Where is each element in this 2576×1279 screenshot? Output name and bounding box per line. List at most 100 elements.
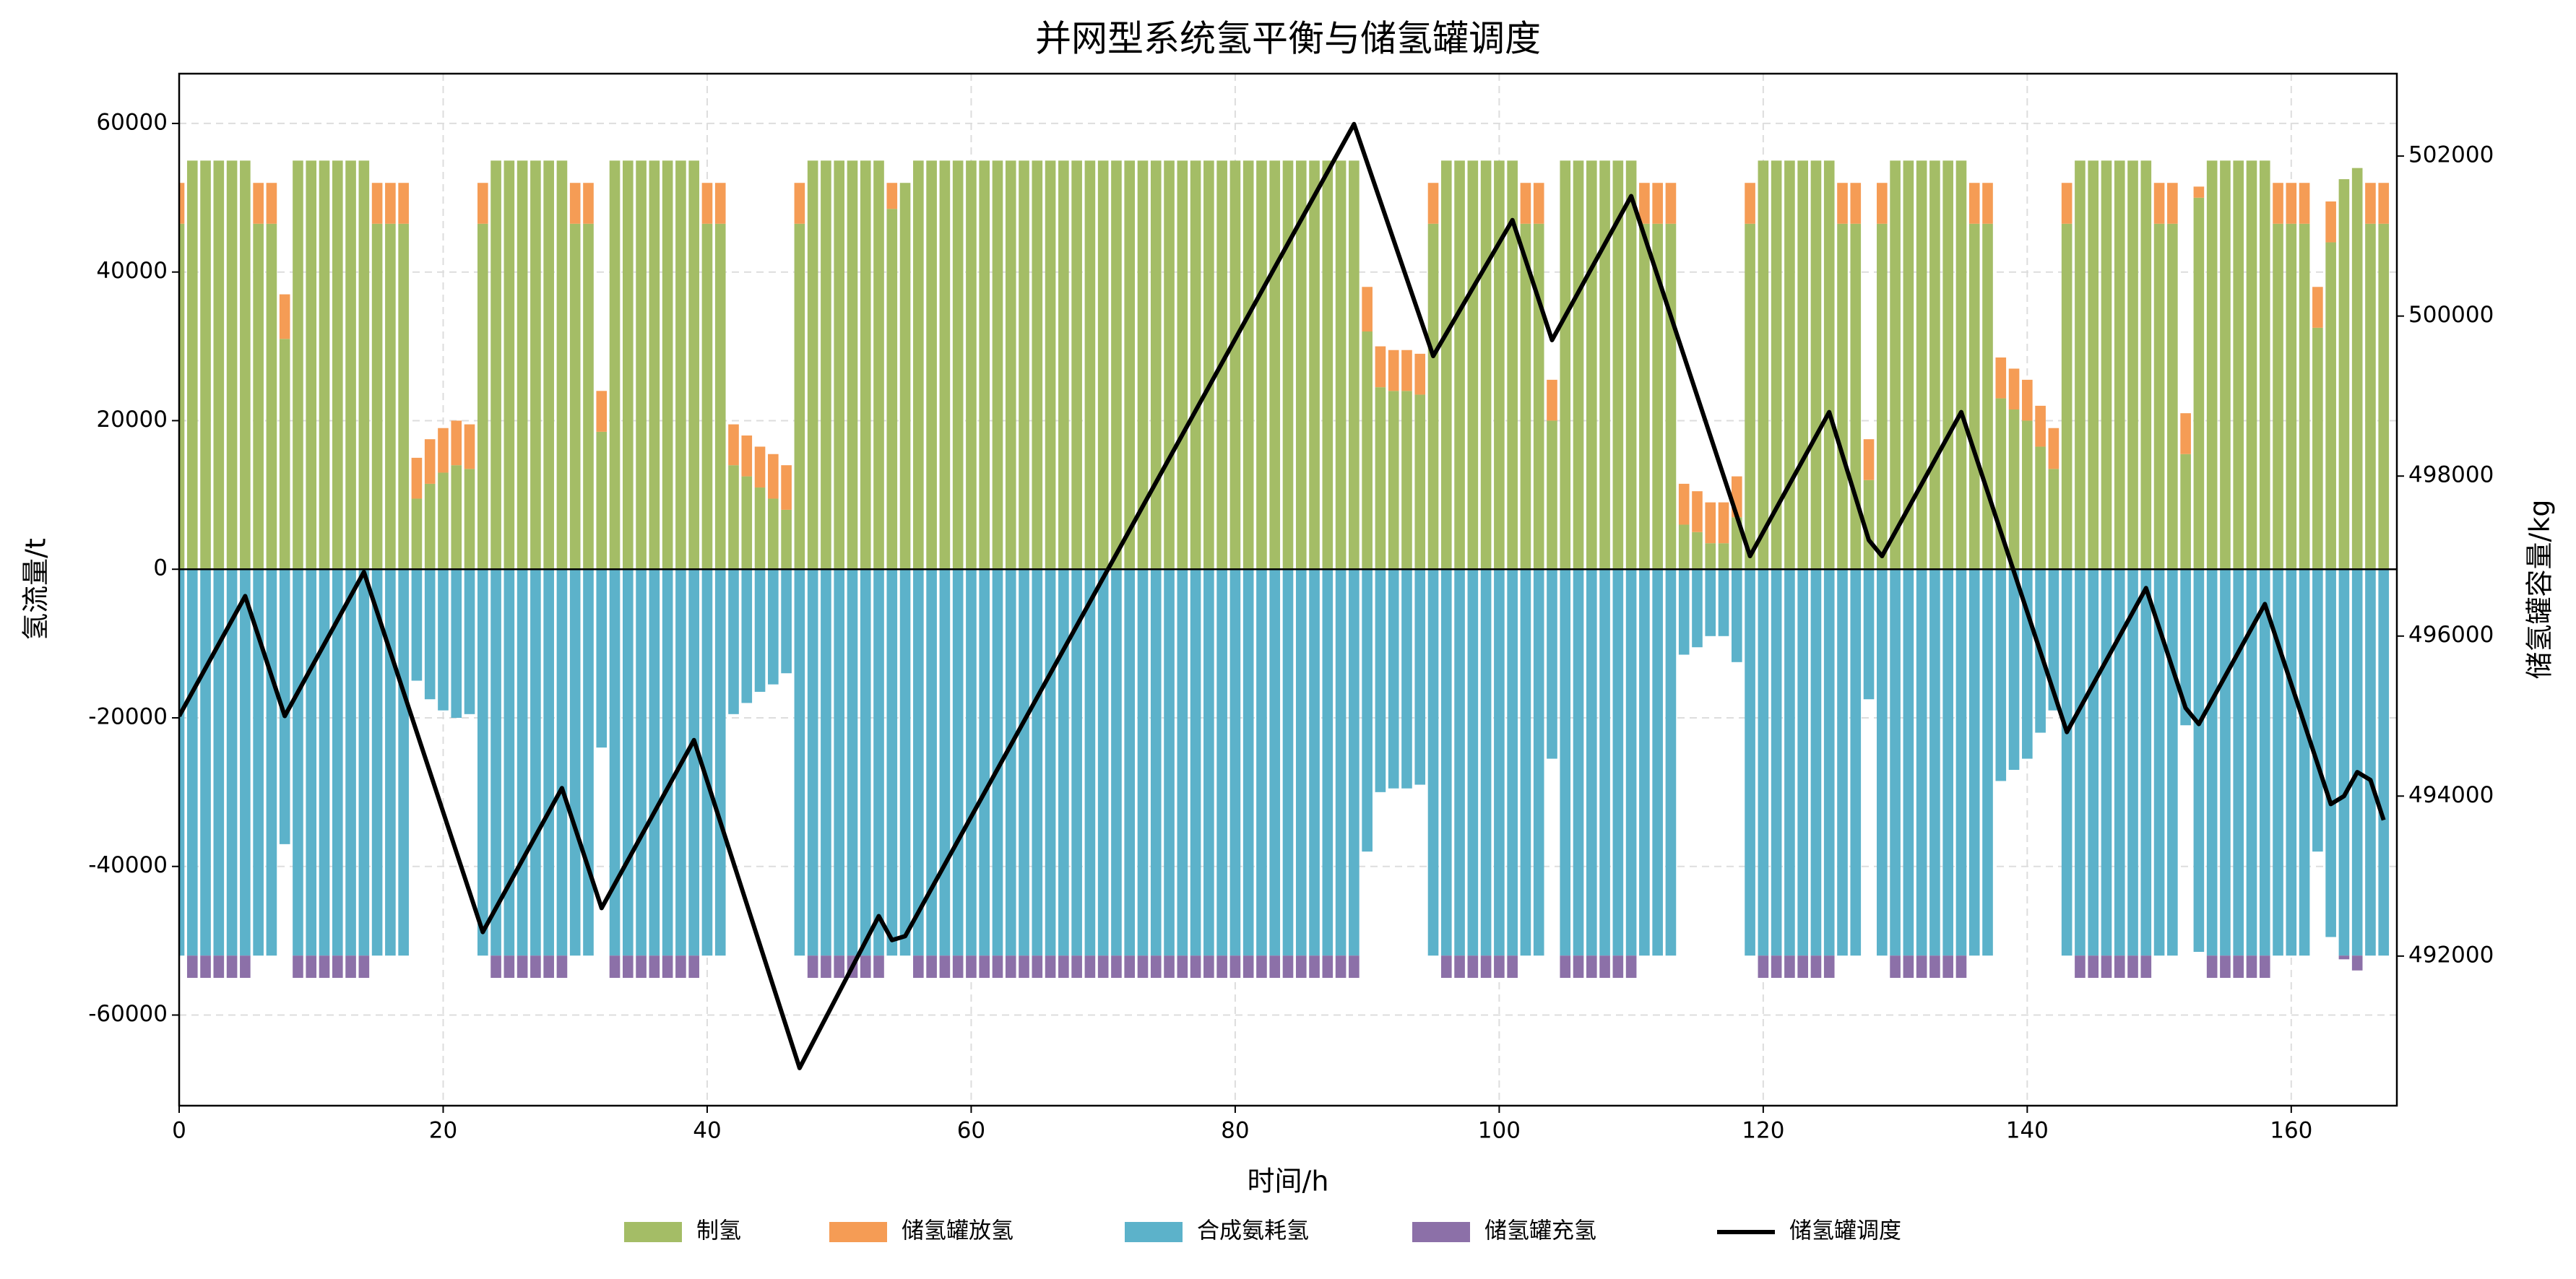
- bar: [899, 569, 911, 956]
- bar: [1745, 223, 1755, 570]
- bar: [1797, 160, 1808, 570]
- bar: [266, 569, 277, 956]
- bar: [1586, 160, 1597, 570]
- bar: [1942, 160, 1953, 570]
- bar: [398, 223, 409, 570]
- bar: [2114, 955, 2125, 979]
- bar: [345, 569, 356, 956]
- bar: [1388, 391, 1399, 570]
- y-tick-label: 40000: [96, 258, 168, 284]
- bar: [1968, 569, 1980, 956]
- bar: [2273, 223, 2283, 570]
- bar: [464, 469, 475, 570]
- bar: [1229, 955, 1241, 979]
- bar: [2259, 569, 2270, 956]
- bar: [1929, 569, 1940, 956]
- bar: [583, 223, 594, 570]
- bar: [2048, 469, 2059, 570]
- bar: [1823, 569, 1835, 956]
- bar: [1599, 160, 1610, 570]
- legend-swatch: [1125, 1222, 1183, 1242]
- bar: [1467, 569, 1479, 956]
- bar: [1111, 955, 1122, 979]
- bar: [834, 160, 844, 570]
- bar: [1612, 955, 1624, 979]
- bar: [1295, 955, 1307, 979]
- bar: [768, 569, 779, 685]
- bar: [1507, 955, 1518, 979]
- bar: [2338, 569, 2350, 956]
- bar: [358, 955, 370, 979]
- bar: [2206, 955, 2218, 979]
- bar: [424, 439, 436, 484]
- legend-label: 制氢: [696, 1218, 741, 1244]
- bar: [952, 569, 964, 956]
- bar: [1137, 569, 1149, 956]
- bar: [1097, 160, 1109, 570]
- bar: [1309, 569, 1320, 956]
- bar: [873, 569, 884, 956]
- bar: [2061, 569, 2073, 956]
- bar: [2206, 569, 2218, 956]
- bar: [714, 183, 726, 224]
- bar: [2233, 955, 2244, 979]
- bar: [1440, 569, 1452, 956]
- bar: [371, 223, 383, 570]
- bar: [2351, 955, 2363, 971]
- bar: [794, 569, 805, 956]
- bar: [2140, 569, 2152, 956]
- bar: [1771, 955, 1782, 979]
- chart-title: 并网型系统氢平衡与储氢罐调度: [1035, 18, 1541, 60]
- bar: [1480, 955, 1492, 979]
- y2-axis-label: 储氢罐容量/kg: [2524, 500, 2556, 680]
- bar: [253, 569, 264, 956]
- bar: [503, 160, 515, 570]
- bar: [1335, 955, 1347, 979]
- bar: [1440, 955, 1452, 979]
- x-tick-label: 20: [429, 1118, 457, 1144]
- bar: [1032, 569, 1043, 956]
- bar: [1019, 569, 1029, 956]
- y-tick-label: -40000: [88, 852, 168, 878]
- bar: [939, 160, 951, 570]
- bar: [1375, 346, 1386, 388]
- bar: [1282, 955, 1294, 979]
- bar: [1652, 223, 1663, 570]
- bar: [2127, 569, 2138, 956]
- bar: [1903, 569, 1914, 956]
- bar: [1309, 955, 1320, 979]
- bar: [1705, 569, 1716, 636]
- bar: [1968, 183, 1980, 224]
- bar: [2325, 201, 2336, 243]
- bar: [596, 391, 608, 432]
- bar: [1335, 569, 1347, 956]
- bar: [2325, 569, 2336, 937]
- bar: [2273, 569, 2283, 956]
- bar: [1507, 160, 1518, 570]
- bar: [1823, 955, 1835, 979]
- bar: [1032, 955, 1043, 979]
- bar: [186, 569, 198, 956]
- bar: [1797, 569, 1808, 956]
- bar: [226, 569, 238, 956]
- bar: [293, 955, 303, 979]
- bar: [2153, 183, 2165, 224]
- bar: [899, 183, 911, 570]
- bar: [2378, 183, 2390, 224]
- bar: [1533, 223, 1544, 570]
- bar: [411, 498, 423, 570]
- bar: [2378, 569, 2390, 956]
- bar: [2246, 160, 2257, 570]
- bar: [1349, 955, 1360, 979]
- bar: [1124, 569, 1136, 956]
- bar: [1414, 394, 1426, 570]
- bar: [1427, 183, 1439, 224]
- bar: [385, 569, 396, 956]
- bar: [1454, 955, 1465, 979]
- bar: [714, 223, 726, 570]
- bar: [306, 569, 317, 956]
- bar: [768, 454, 779, 499]
- bar: [1282, 569, 1294, 956]
- bar: [1097, 955, 1109, 979]
- bar: [226, 160, 238, 570]
